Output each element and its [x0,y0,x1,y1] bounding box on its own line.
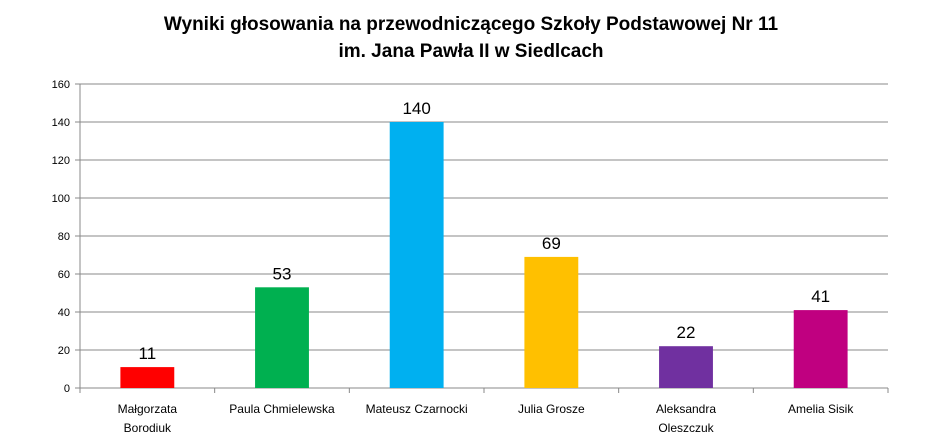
data-label: 140 [402,99,430,118]
data-label: 69 [542,234,561,253]
x-category-label: Amelia Sisik [788,402,854,416]
bar [659,346,713,388]
bar [524,256,579,388]
data-labels: 11 53 140 69 22 41 [139,99,831,363]
data-label: 53 [273,264,292,283]
y-tick-label: 0 [64,383,70,395]
bar [793,310,848,388]
gridlines [80,83,888,351]
x-category-label: Mateusz Czarnocki [366,402,468,416]
data-label: 11 [139,344,157,363]
data-label: 41 [811,287,830,306]
bar [120,367,175,388]
x-category-label: Aleksandra [656,402,716,416]
bar [389,122,444,388]
y-tick-label: 40 [58,307,70,319]
x-category-label: Paula Chmielewska [229,402,335,416]
x-category-label: Julia Grosze [518,402,585,416]
y-tick-label: 160 [52,79,70,91]
y-tick-label: 20 [58,345,70,357]
x-category-label: Małgorzata [118,402,178,416]
data-label: 22 [677,323,696,342]
bar [255,287,309,388]
y-tick-label: 100 [52,193,70,205]
y-tick-label: 120 [52,155,70,167]
x-axis-categories: Małgorzata Borodiuk Paula Chmielewska Mateu… [118,402,855,435]
x-category-label: Borodiuk [124,421,172,435]
y-axis-ticks: 0 20 40 60 80 100 120 140 160 [52,79,80,395]
y-tick-label: 80 [58,231,70,243]
chart-title: Wyniki głosowania na przewodniczącego Sz… [164,14,779,62]
y-tick-label: 60 [58,269,70,281]
bars [120,122,848,388]
axes [79,84,889,393]
y-tick-label: 140 [52,117,70,129]
chart-title-line: im. Jana Pawła II w Siedlcach [338,41,603,62]
chart-title-line: Wyniki głosowania na przewodniczącego Sz… [164,14,779,35]
x-category-label: Oleszczuk [658,421,714,435]
